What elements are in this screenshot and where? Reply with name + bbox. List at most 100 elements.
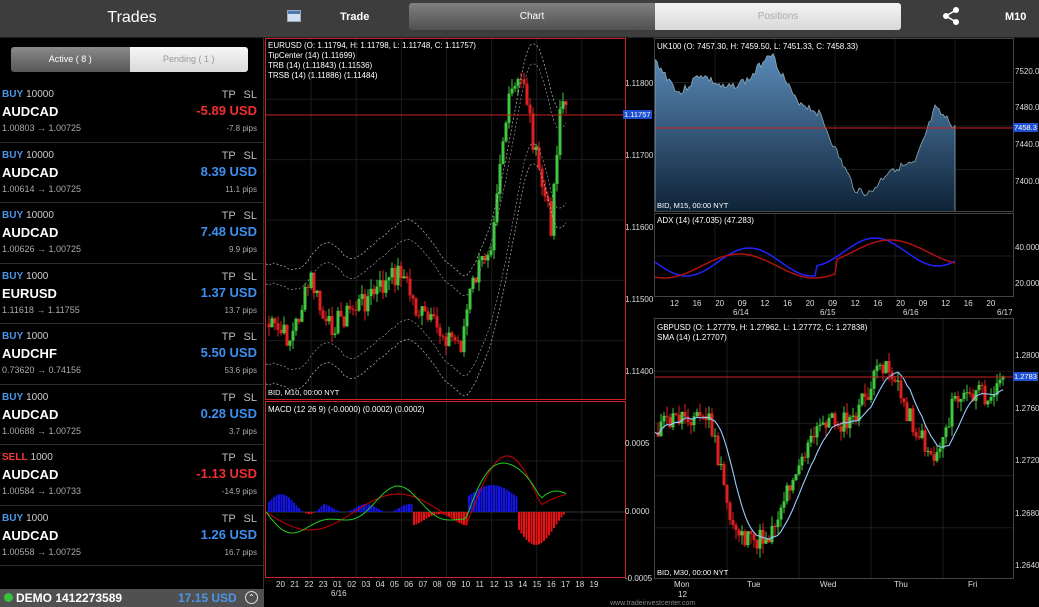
trade-row[interactable]: BUY 10000 AUDCAD 1.00614 → 1.00725 TP SL 8.39… (0, 143, 263, 203)
calendar-icon[interactable] (287, 10, 301, 22)
gbpusd-ytick: 1.2640 (1015, 561, 1039, 570)
eurusd-candle (282, 316, 286, 335)
eurusd-legend: EURUSD (O: 1.11794, H: 1.11798, L: 1.117… (268, 41, 476, 81)
gbpusd-candle (830, 412, 834, 419)
macd-panel[interactable]: MACD (12 26 9) (-0.0000) (0.0002) (0.000… (265, 401, 626, 578)
tp-sl-buttons[interactable]: TP SL (221, 210, 257, 222)
gbpusd-candle (983, 379, 987, 406)
tp-sl-buttons[interactable]: TP SL (221, 331, 257, 343)
tp-sl-buttons[interactable]: TP SL (221, 149, 257, 162)
macd-bar (353, 508, 355, 512)
eurusd-candle (339, 302, 343, 318)
macd-bar (418, 512, 420, 523)
gbpusd-candle (665, 406, 669, 425)
eurusd-candle (414, 296, 418, 318)
uk100-date: 6/14 (733, 308, 749, 317)
trade-row[interactable]: BUY 1000 AUDCAD 1.00688 → 1.00725 TP SL 0.28 … (0, 385, 263, 445)
eurusd-candle (411, 293, 415, 306)
gbpusd-candle (809, 428, 813, 448)
sma-line (655, 371, 1004, 540)
tab-pending-trades[interactable]: Pending ( 1 ) (129, 47, 248, 72)
eurusd-candle (447, 326, 451, 347)
eurusd-candle (279, 321, 283, 336)
trade-qty: 10000 (26, 149, 54, 161)
trade-list: BUY 10000 AUDCAD 1.00803 → 1.00725 TP SL -5.8… (0, 82, 263, 566)
gbpusd-candle (950, 392, 954, 436)
eurusd-xtick: 15 (532, 580, 542, 589)
uk100-xtick: 12 (850, 299, 860, 308)
trade-row[interactable]: BUY 1000 AUDCAD 1.00558 → 1.00725 TP SL 1.26 … (0, 506, 263, 566)
eurusd-candle (516, 77, 520, 96)
trade-row[interactable]: BUY 10000 AUDCAD 1.00803 → 1.00725 TP SL -5.8… (0, 82, 263, 143)
trade-range: 1.11618 → 1.11755 (2, 304, 80, 315)
macd-bar (493, 485, 495, 512)
gbpusd-candle (899, 377, 903, 405)
eurusd-ohlc-text: EURUSD (O: 1.11794, H: 1.11798, L: 1.117… (268, 41, 476, 50)
uk100-xtick: 09 (828, 299, 838, 308)
gbpusd-candle (698, 403, 702, 422)
trade-symbol: AUDCAD (2, 225, 59, 240)
eurusd-candle (471, 275, 475, 293)
eurusd-xtick: 04 (375, 580, 385, 589)
macd-bar (485, 485, 488, 512)
gbpusd-candle (716, 432, 720, 466)
tab-active-trades[interactable]: Active ( 8 ) (11, 47, 130, 72)
macd-bar (480, 487, 483, 512)
eurusd-candles (266, 39, 625, 399)
gbpusd-chart[interactable]: GBPUSD (O: 1.27779, H: 1.27962, L: 1.277… (654, 318, 1014, 579)
macd-bar (518, 512, 520, 530)
trade-row[interactable]: BUY 10000 AUDCAD 1.00626 → 1.00725 TP SL 7.48… (0, 203, 263, 264)
macd-bar (533, 512, 535, 545)
tp-sl-buttons[interactable]: TP SL (221, 270, 257, 283)
eurusd-candle (435, 307, 439, 334)
macd-bar (323, 504, 325, 512)
gbpusd-candle (989, 388, 993, 404)
macd-bar (355, 507, 358, 512)
trade-pips: 13.7 pips (224, 305, 257, 315)
trade-side: BUY 10000 (2, 89, 54, 100)
share-icon[interactable] (941, 6, 961, 26)
gbpusd-candle (887, 353, 891, 381)
gbpusd-candle (881, 362, 885, 382)
eurusd-footer: BID, M10, 00:00 NYT (268, 388, 340, 397)
macd-bar (510, 492, 513, 512)
uk100-chart[interactable]: UK100 (O: 7457.30, H: 7459.50, L: 7451.3… (654, 38, 1014, 212)
macd-bar (560, 512, 563, 518)
eurusd-price-tag: 1.11757 (623, 110, 652, 119)
tab-chart[interactable]: Chart (409, 3, 655, 30)
macd-bar (383, 511, 385, 512)
trade-symbol: AUDCAD (2, 406, 59, 422)
macd-bar (290, 499, 293, 512)
trade-range: 1.00688 → 1.00725 (2, 425, 82, 436)
expand-up-icon[interactable]: ⌃ (245, 591, 258, 604)
trade-symbol: AUDCAD (2, 104, 59, 119)
gbpusd-candle (860, 393, 864, 407)
gbpusd-candle (839, 421, 843, 441)
eurusd-candle (432, 306, 436, 320)
eurusd-chart[interactable]: EURUSD (O: 1.11794, H: 1.11798, L: 1.117… (265, 38, 626, 400)
eurusd-candle (393, 263, 397, 293)
tab-positions[interactable]: Positions (655, 3, 901, 30)
macd-bar (538, 512, 540, 545)
macd-bar (350, 509, 353, 512)
tp-sl-buttons[interactable]: TP SL (221, 512, 257, 525)
uk100-ytick: 7480.0 (1015, 103, 1039, 112)
timeframe-button[interactable]: M10 (1005, 11, 1027, 23)
eurusd-candle (330, 306, 334, 343)
eurusd-candle (531, 107, 535, 154)
tp-sl-buttons[interactable]: TP SL (221, 452, 257, 464)
trade-row[interactable]: BUY 1000 EURUSD 1.11618 → 1.11755 TP SL 1.37 … (0, 264, 263, 324)
tp-sl-buttons[interactable]: TP SL (221, 89, 257, 101)
eurusd-candle (366, 289, 370, 316)
eurusd-candle (312, 272, 316, 300)
tp-sl-buttons[interactable]: TP SL (221, 391, 257, 404)
macd-bar (423, 512, 425, 521)
eurusd-candle (480, 255, 484, 266)
adx-ytick: 20.000 (1015, 279, 1039, 288)
trade-row[interactable]: SELL 1000 AUDCAD 1.00584 → 1.00733 TP SL -1.1… (0, 445, 263, 506)
macd-bar (540, 512, 543, 544)
trade-row[interactable]: BUY 1000 AUDCHF 0.73620 → 0.74156 TP SL 5.50 … (0, 324, 263, 385)
adx-panel[interactable]: ADX (14) (47.035) (47.283) (654, 213, 1014, 297)
trade-button[interactable]: Trade (340, 11, 370, 23)
gbpusd-candle (728, 500, 732, 526)
